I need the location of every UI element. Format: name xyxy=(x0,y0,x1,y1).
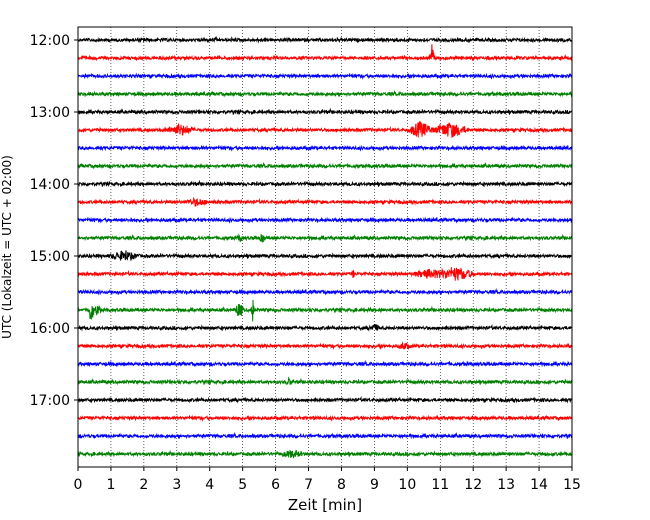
trace-line xyxy=(77,89,573,98)
x-tick-label: 15 xyxy=(563,477,581,493)
trace-line xyxy=(77,287,573,296)
y-axis-label: UTC (Lokalzeit = UTC + 02:00) xyxy=(0,155,14,339)
trace-line xyxy=(77,431,573,440)
x-tick-label: 6 xyxy=(271,477,280,493)
trace-line xyxy=(77,72,573,80)
x-axis: 0 1 2 3 4 5 6 7 8 9 10 11 12 13 14 15 xyxy=(74,467,581,493)
trace-line xyxy=(77,449,573,459)
trace-line xyxy=(77,120,573,139)
x-tick-label: 10 xyxy=(398,477,416,493)
trace-line xyxy=(77,341,573,351)
y-axis: 12:00 13:00 14:00 15:00 16:00 17:00 xyxy=(30,33,78,409)
y-tick-label: 17:00 xyxy=(30,393,70,409)
trace-line xyxy=(77,196,573,207)
x-tick-label: 8 xyxy=(337,477,346,493)
x-tick-label: 9 xyxy=(370,477,379,493)
trace-line xyxy=(77,179,573,188)
x-tick-label: 14 xyxy=(530,477,548,493)
trace-line xyxy=(77,161,573,170)
y-tick-label: 13:00 xyxy=(30,105,70,121)
y-tick-label: 14:00 xyxy=(30,177,70,193)
y-tick-label: 15:00 xyxy=(30,249,70,265)
trace-line xyxy=(77,267,573,281)
trace-line xyxy=(77,44,573,62)
trace-line xyxy=(77,250,573,262)
trace-line xyxy=(77,144,573,152)
trace-line xyxy=(77,359,573,368)
trace-line xyxy=(77,324,573,332)
plot-frame xyxy=(77,26,573,468)
x-tick-label: 3 xyxy=(172,477,181,493)
x-tick-label: 2 xyxy=(139,477,148,493)
trace-line xyxy=(77,216,573,224)
y-tick-label: 16:00 xyxy=(30,321,70,337)
vertical-grid xyxy=(110,27,540,467)
trace-line xyxy=(77,299,573,322)
x-tick-label: 13 xyxy=(497,477,515,493)
x-tick-label: 0 xyxy=(74,477,83,493)
trace-line xyxy=(77,233,573,243)
x-tick-label: 1 xyxy=(106,477,115,493)
trace-line xyxy=(77,395,573,404)
trace-line xyxy=(77,414,573,422)
trace-group xyxy=(77,35,573,459)
x-tick-label: 11 xyxy=(431,477,449,493)
x-tick-label: 7 xyxy=(304,477,313,493)
x-tick-label: 12 xyxy=(464,477,482,493)
trace-line xyxy=(77,35,573,44)
trace-line xyxy=(77,376,573,386)
y-tick-label: 12:00 xyxy=(30,33,70,49)
x-tick-label: 5 xyxy=(238,477,247,493)
trace-line xyxy=(77,107,573,116)
x-axis-label: Zeit [min] xyxy=(288,496,362,514)
x-tick-label: 4 xyxy=(205,477,214,493)
